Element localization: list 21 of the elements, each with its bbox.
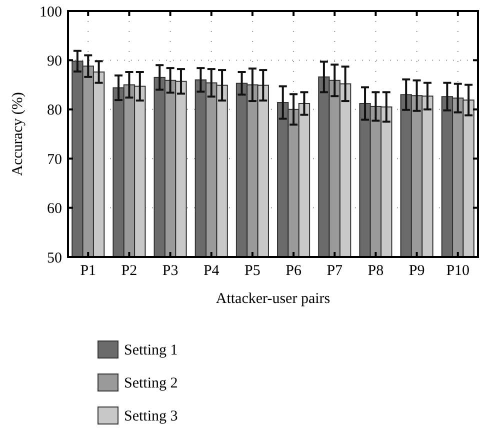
y-tick-label: 60 <box>47 201 62 218</box>
x-tick-label: P10 <box>446 263 470 279</box>
y-tick-label: 80 <box>47 102 62 119</box>
y-tick-label: 90 <box>47 53 62 70</box>
x-tick-label: P5 <box>244 263 260 279</box>
legend-label: Setting 2 <box>124 375 178 392</box>
y-axis-title: Accuracy (%) <box>10 92 26 176</box>
y-tick-label: 50 <box>47 250 62 266</box>
x-tick-label: P6 <box>286 263 302 279</box>
x-axis-title: Attacker-user pairs <box>216 291 330 307</box>
legend-label: Setting 1 <box>124 342 178 358</box>
x-tick-label: P7 <box>326 263 344 279</box>
legend-label: Setting 3 <box>124 408 178 424</box>
x-tick-label: P4 <box>203 263 220 279</box>
x-tick-label: P1 <box>80 263 96 279</box>
x-tick-label: P8 <box>368 263 384 279</box>
x-tick-label: P2 <box>121 263 138 279</box>
y-tick-label: 100 <box>40 4 62 20</box>
x-tick-label: P9 <box>408 263 425 279</box>
x-tick-label: P3 <box>162 263 178 279</box>
y-tick-label: 70 <box>47 152 62 168</box>
